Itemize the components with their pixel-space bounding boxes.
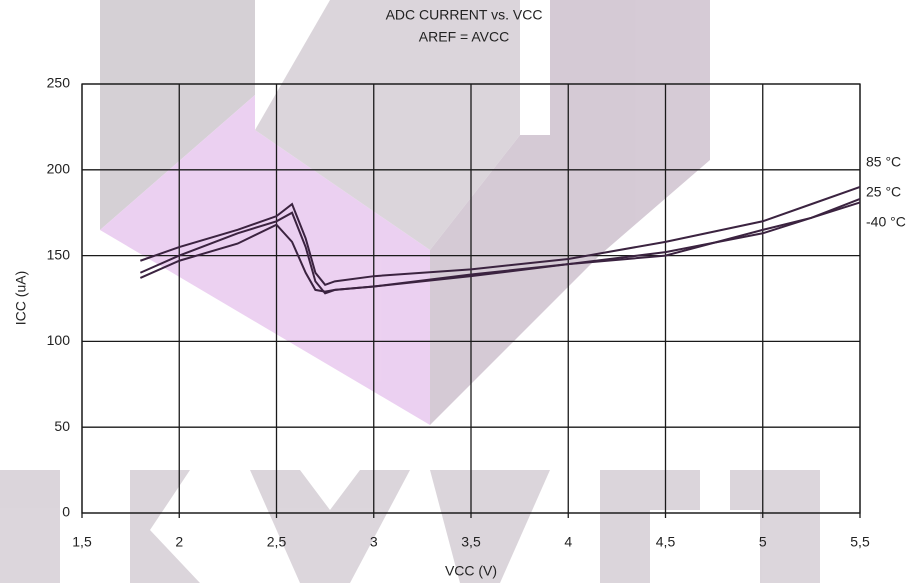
x-tick-label: 5 — [759, 534, 767, 550]
legend-label: 25 °C — [866, 184, 901, 200]
watermark — [0, 0, 820, 583]
x-tick-label: 4 — [564, 534, 572, 550]
plot-border — [81, 83, 861, 514]
x-tick-label: 1,5 — [72, 534, 92, 550]
x-tick-label: 4,5 — [656, 534, 676, 550]
legend-label: 85 °C — [866, 154, 901, 170]
x-axis-label: VCC (V) — [445, 563, 497, 579]
y-tick-label: 150 — [47, 246, 71, 262]
y-tick-label: 200 — [47, 161, 71, 177]
y-tick-label: 100 — [47, 332, 71, 348]
x-tick-label: 5,5 — [850, 534, 870, 550]
x-tick-label: 2,5 — [267, 534, 287, 550]
chart-title: ADC CURRENT vs. VCC — [386, 7, 543, 23]
x-tick-label: 3,5 — [461, 534, 481, 550]
legend-label: -40 °C — [866, 214, 906, 230]
chart-subtitle: AREF = AVCC — [419, 29, 509, 45]
x-tick-label: 2 — [175, 534, 183, 550]
x-tick-label: 3 — [370, 534, 378, 550]
y-axis-label: ICC (uA) — [13, 271, 29, 325]
y-tick-label: 250 — [47, 75, 71, 91]
y-tick-label: 0 — [62, 504, 70, 520]
y-tick-label: 50 — [54, 418, 70, 434]
series-line — [140, 186, 861, 286]
series-line — [139, 201, 861, 293]
